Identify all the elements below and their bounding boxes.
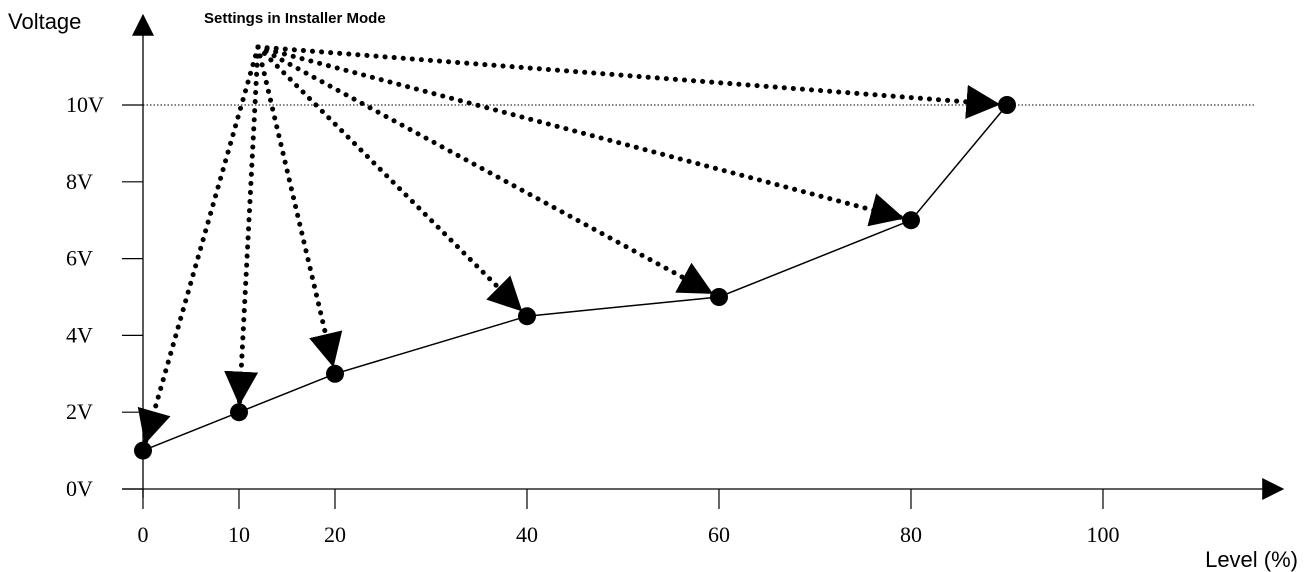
- y-tick-label: 8V: [66, 169, 93, 194]
- x-tick-label: 80: [900, 522, 922, 547]
- data-point: [710, 288, 728, 306]
- x-tick-label: 0: [138, 522, 149, 547]
- y-tick-label: 2V: [66, 399, 93, 424]
- x-tick-label: 40: [516, 522, 538, 547]
- y-ticks: 0V 2V 4V 6V 8V 10V: [66, 92, 143, 501]
- y-axis-label: Voltage: [8, 9, 81, 34]
- annotation-arrow: [258, 47, 997, 104]
- data-point: [518, 307, 536, 325]
- annotation-arrow: [258, 47, 710, 292]
- series-group: [134, 96, 1016, 460]
- annotation-arrow: [258, 47, 520, 309]
- x-tick-label: 10: [228, 522, 250, 547]
- data-point: [998, 96, 1016, 114]
- x-tick-label: 60: [708, 522, 730, 547]
- annotation-arrow: [258, 47, 333, 364]
- x-axis-label: Level (%): [1205, 547, 1298, 572]
- chart-title: Settings in Installer Mode: [204, 10, 386, 27]
- annotation-arrow: [258, 47, 901, 218]
- y-tick-label: 4V: [66, 322, 93, 347]
- y-tick-label: 10V: [66, 92, 104, 117]
- annotation-arrows: [146, 47, 997, 441]
- data-point: [902, 211, 920, 229]
- x-tick-label: 20: [324, 522, 346, 547]
- x-ticks: 0 10 20 40 60 80 100: [138, 489, 1120, 547]
- y-tick-label: 6V: [66, 246, 93, 271]
- x-tick-label: 100: [1087, 522, 1120, 547]
- data-point: [134, 442, 152, 460]
- y-tick-label: 0V: [66, 476, 93, 501]
- series-line: [143, 105, 1007, 451]
- data-point: [326, 365, 344, 383]
- data-point: [230, 403, 248, 421]
